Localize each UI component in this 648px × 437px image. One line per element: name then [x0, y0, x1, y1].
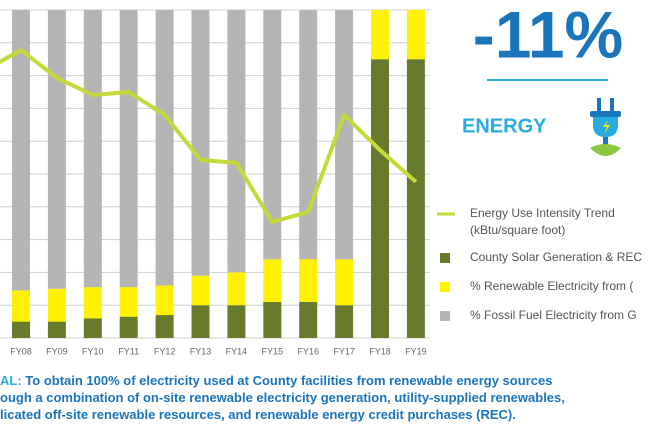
bar-segment: [83, 287, 102, 319]
legend-label: % Renewable Electricity from (: [470, 279, 633, 293]
trend-line: [0, 48, 418, 224]
bar-segment: [119, 287, 138, 317]
x-tick-label: FY13: [190, 346, 212, 356]
bar-segment: [119, 316, 138, 338]
legend-label: % Fossil Fuel Electricity from G: [470, 308, 637, 322]
bar-segment: [83, 318, 102, 338]
legend-swatch: [440, 311, 450, 321]
bar-segment: [263, 301, 282, 338]
legend-label: (kBtu/square foot): [470, 223, 565, 237]
bar-segment: [299, 259, 318, 302]
bar-segment: [83, 10, 102, 288]
bar-segment: [12, 321, 30, 338]
legend-swatch: [440, 253, 450, 263]
bar-segment: [227, 305, 246, 338]
bar-segment: [299, 301, 318, 338]
x-tick-label: FY17: [333, 346, 355, 356]
goal-label: AL:: [0, 373, 22, 388]
goal-line: licated off-site renewable resources, an…: [0, 407, 516, 422]
goal-line: ough a combination of on-site renewable …: [0, 390, 565, 405]
x-tick-label: FY18: [369, 346, 391, 356]
headline: -11%: [473, 0, 623, 71]
bar-segment: [263, 10, 282, 260]
x-tick-label: FY16: [297, 346, 319, 356]
bar-segment: [263, 259, 282, 302]
legend-label: County Solar Generation & REC: [470, 250, 642, 264]
x-tick-label: FY12: [154, 346, 176, 356]
bar-segment: [47, 321, 66, 338]
legend-swatch: [440, 282, 450, 292]
bar-segment: [12, 10, 30, 291]
legend-label: Energy Use Intensity Trend: [470, 206, 615, 220]
bar-segment: [155, 10, 174, 286]
bar-segment: [406, 10, 425, 60]
bar-segment: [191, 275, 210, 306]
x-tick-label: FY15: [262, 346, 284, 356]
x-tick-label: FY19: [405, 346, 427, 356]
bar-segment: [227, 10, 246, 273]
goal-text: AL: To obtain 100% of electricity used a…: [0, 373, 569, 422]
bar-segment: [371, 10, 389, 60]
bar-segment: [47, 288, 66, 322]
bar-segment: [335, 305, 354, 338]
bar-segment: [299, 10, 318, 260]
x-tick-label: FY09: [46, 346, 68, 356]
bar-segment: [191, 10, 210, 276]
bar-segment: [335, 259, 354, 306]
bar-segment: [47, 10, 66, 289]
x-tick-label: FY08: [10, 346, 32, 356]
bar-segment: [191, 305, 210, 338]
bar-segment: [12, 290, 30, 322]
bar-segment: [371, 59, 389, 338]
bar-segment: [119, 10, 138, 288]
x-tick-label: FY14: [226, 346, 248, 356]
x-tick-label: FY11: [118, 346, 139, 356]
bar-segment: [335, 10, 354, 260]
plot: [0, 9, 430, 339]
bar-segment: [406, 59, 425, 338]
bar-segment: [227, 272, 246, 306]
x-tick-label: FY10: [82, 346, 104, 356]
bar-segment: [155, 285, 174, 316]
topic: ENERGY: [462, 115, 547, 137]
plug-icon: [590, 98, 621, 156]
bar-segment: [155, 315, 174, 338]
goal-line: To obtain 100% of electricity used at Co…: [22, 373, 553, 388]
